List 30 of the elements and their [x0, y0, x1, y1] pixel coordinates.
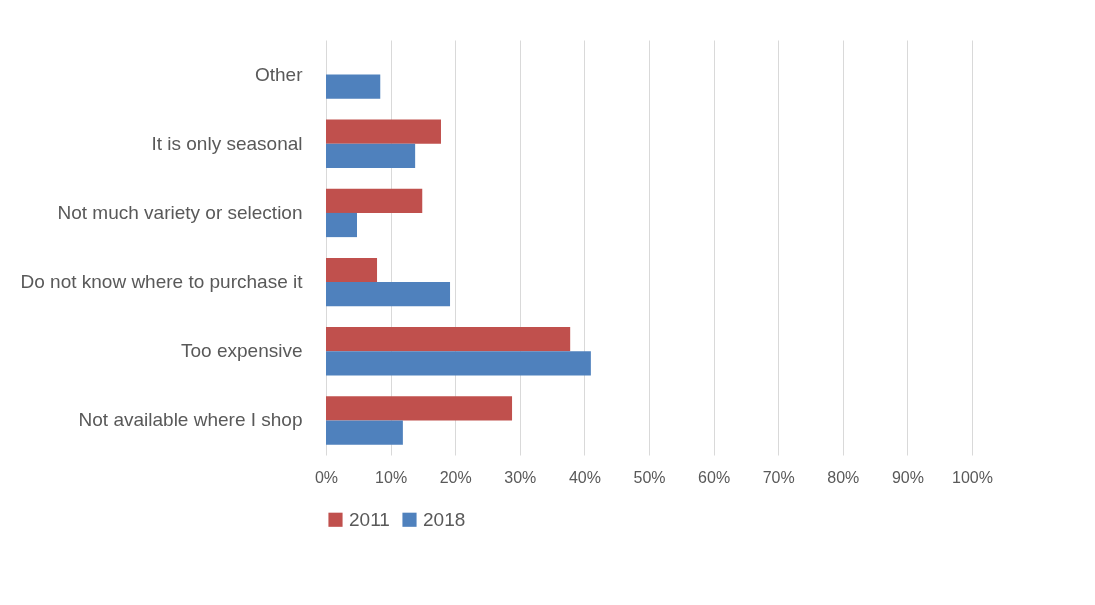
y-tick-label: Do not know where to purchase it [20, 271, 304, 293]
x-tick-label: 10% [375, 468, 408, 486]
x-tick-label: 40% [568, 468, 601, 486]
bar [326, 396, 513, 421]
bar [326, 74, 381, 99]
x-tick-label: 80% [827, 468, 860, 486]
bar [326, 143, 416, 168]
x-tick-label: 100% [952, 468, 993, 486]
x-tick-label: 20% [439, 468, 472, 486]
bar [326, 188, 423, 213]
bar [326, 212, 358, 238]
bar [326, 282, 451, 307]
legend-label: 2011 [349, 508, 390, 530]
x-tick-label: 0% [314, 468, 339, 486]
x-tick-label: 60% [698, 468, 731, 486]
legend-label: 2018 [423, 508, 466, 530]
bar [326, 327, 571, 352]
x-tick-label: 30% [504, 468, 537, 486]
x-tick-label: 70% [762, 468, 795, 486]
bar [326, 351, 591, 376]
x-tick-label: 90% [891, 468, 924, 486]
bar [326, 119, 441, 144]
y-tick-label: It is only seasonal [151, 132, 303, 154]
x-tick-label: 50% [633, 468, 666, 486]
bar [326, 420, 403, 445]
y-tick-label: Not much variety or selection [57, 201, 303, 223]
y-tick-label: Not available where I shop [78, 409, 303, 431]
y-tick-label: Other [254, 63, 304, 85]
bar [326, 257, 378, 283]
y-tick-label: Too expensive [181, 340, 303, 362]
